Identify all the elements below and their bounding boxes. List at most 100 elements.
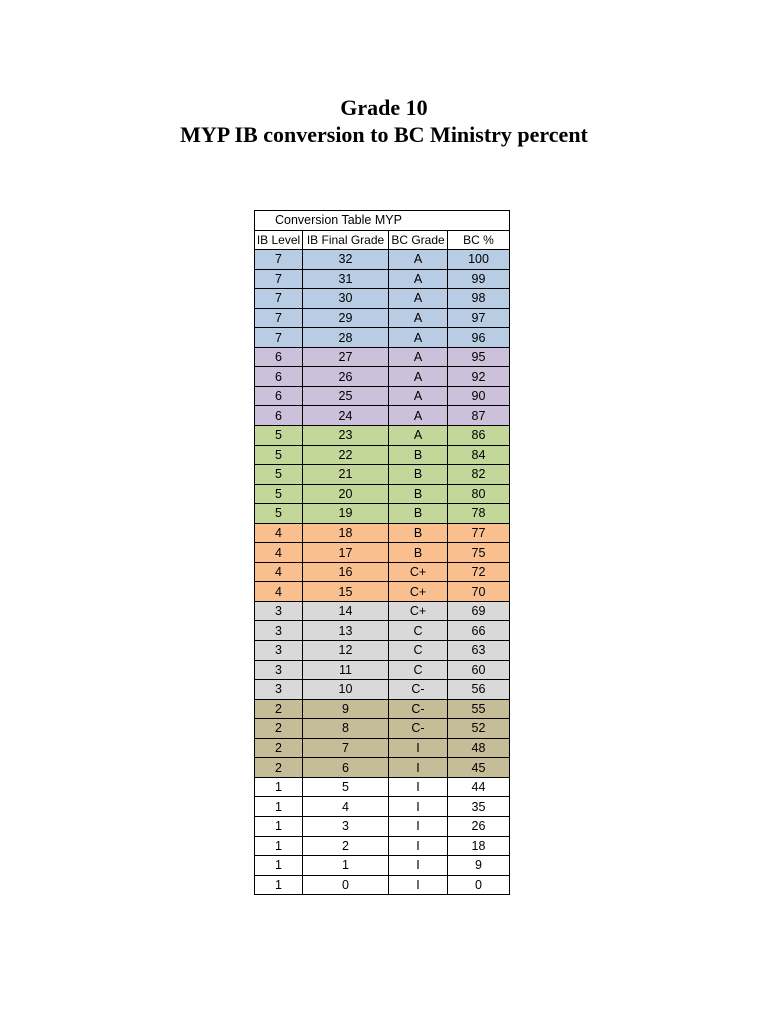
ib-final-grade-cell: 3 [302, 815, 389, 837]
ib-level-cell: 7 [254, 268, 303, 290]
ib-level-cell: 6 [254, 366, 303, 387]
table-row: 6 27 A 95 [254, 346, 510, 368]
bc-percent-cell: 66 [447, 620, 510, 642]
table-caption: Conversion Table MYP [254, 210, 510, 231]
ib-final-grade-cell: 5 [302, 776, 389, 798]
bc-grade-cell: A [388, 346, 448, 368]
table-row: 7 32 A 100 [254, 249, 510, 270]
bc-grade-cell: C [388, 640, 448, 661]
table-row: 6 26 A 92 [254, 366, 510, 387]
bc-grade-cell: I [388, 835, 448, 857]
ib-level-cell: 1 [254, 874, 303, 896]
page-subtitle: MYP IB conversion to BC Ministry percent [180, 122, 588, 147]
ib-final-grade-cell: 12 [302, 640, 389, 661]
bc-grade-cell: B [388, 483, 448, 505]
bc-percent-cell: 0 [447, 874, 510, 896]
ib-level-cell: 6 [254, 385, 303, 407]
table-row: 1 3 I 26 [254, 815, 510, 837]
ib-level-cell: 7 [254, 288, 303, 309]
ib-level-cell: 1 [254, 855, 303, 876]
bc-percent-cell: 26 [447, 815, 510, 837]
bc-grade-cell: I [388, 757, 448, 778]
bc-percent-cell: 72 [447, 561, 510, 583]
bc-percent-cell: 86 [447, 425, 510, 446]
ib-level-cell: 6 [254, 405, 303, 427]
ib-final-grade-cell: 28 [302, 327, 389, 348]
ib-level-cell: 4 [254, 581, 303, 602]
bc-percent-cell: 96 [447, 327, 510, 348]
bc-grade-cell: C+ [388, 581, 448, 602]
table-row: 5 19 B 78 [254, 503, 510, 524]
ib-level-cell: 3 [254, 640, 303, 661]
table-row: 7 30 A 98 [254, 288, 510, 309]
ib-final-grade-cell: 30 [302, 288, 389, 309]
ib-level-cell: 1 [254, 776, 303, 798]
ib-final-grade-cell: 2 [302, 835, 389, 857]
table-row: 1 4 I 35 [254, 796, 510, 817]
ib-level-cell: 5 [254, 444, 303, 466]
table-row: 4 15 C+ 70 [254, 581, 510, 602]
table-row: 2 6 I 45 [254, 757, 510, 778]
ib-level-cell: 7 [254, 307, 303, 329]
ib-final-grade-cell: 17 [302, 542, 389, 563]
bc-grade-cell: C- [388, 718, 448, 739]
bc-grade-cell: B [388, 542, 448, 563]
table-body: 7 32 A 100 7 31 A 99 7 30 A 98 7 29 A 97 7 28 A 96 6 27 A 95 6 26… [254, 249, 510, 896]
bc-grade-cell: C- [388, 679, 448, 700]
ib-final-grade-cell: 11 [302, 659, 389, 681]
table-header-row: IB Level IB Final Grade BC Grade BC % [254, 229, 510, 251]
ib-level-cell: 7 [254, 249, 303, 270]
table-row: 2 7 I 48 [254, 737, 510, 759]
bc-percent-cell: 75 [447, 542, 510, 563]
ib-final-grade-cell: 21 [302, 464, 389, 485]
column-header-bc-grade: BC Grade [388, 229, 448, 251]
bc-percent-cell: 9 [447, 855, 510, 876]
ib-level-cell: 1 [254, 815, 303, 837]
table-row: 1 5 I 44 [254, 776, 510, 798]
ib-final-grade-cell: 0 [302, 874, 389, 896]
ib-final-grade-cell: 13 [302, 620, 389, 642]
bc-grade-cell: A [388, 366, 448, 387]
bc-percent-cell: 97 [447, 307, 510, 329]
ib-level-cell: 4 [254, 522, 303, 544]
table-row: 3 13 C 66 [254, 620, 510, 642]
ib-level-cell: 2 [254, 757, 303, 778]
bc-grade-cell: A [388, 385, 448, 407]
ib-final-grade-cell: 27 [302, 346, 389, 368]
table-row: 2 9 C- 55 [254, 698, 510, 720]
bc-grade-cell: A [388, 249, 448, 270]
bc-percent-cell: 55 [447, 698, 510, 720]
ib-level-cell: 5 [254, 464, 303, 485]
table-row: 5 22 B 84 [254, 444, 510, 466]
bc-grade-cell: B [388, 464, 448, 485]
bc-percent-cell: 45 [447, 757, 510, 778]
bc-percent-cell: 56 [447, 679, 510, 700]
bc-percent-cell: 99 [447, 268, 510, 290]
bc-percent-cell: 70 [447, 581, 510, 602]
bc-percent-cell: 90 [447, 385, 510, 407]
bc-grade-cell: I [388, 776, 448, 798]
ib-level-cell: 5 [254, 425, 303, 446]
ib-level-cell: 1 [254, 796, 303, 817]
ib-final-grade-cell: 15 [302, 581, 389, 602]
bc-percent-cell: 48 [447, 737, 510, 759]
bc-grade-cell: A [388, 405, 448, 427]
ib-level-cell: 1 [254, 835, 303, 857]
bc-percent-cell: 44 [447, 776, 510, 798]
bc-grade-cell: I [388, 855, 448, 876]
ib-final-grade-cell: 8 [302, 718, 389, 739]
bc-percent-cell: 95 [447, 346, 510, 368]
bc-grade-cell: A [388, 288, 448, 309]
ib-final-grade-cell: 25 [302, 385, 389, 407]
table-row: 7 31 A 99 [254, 268, 510, 290]
bc-percent-cell: 77 [447, 522, 510, 544]
bc-percent-cell: 98 [447, 288, 510, 309]
table-row: 4 17 B 75 [254, 542, 510, 563]
ib-level-cell: 2 [254, 718, 303, 739]
ib-final-grade-cell: 6 [302, 757, 389, 778]
bc-grade-cell: C [388, 620, 448, 642]
ib-final-grade-cell: 31 [302, 268, 389, 290]
ib-final-grade-cell: 4 [302, 796, 389, 817]
